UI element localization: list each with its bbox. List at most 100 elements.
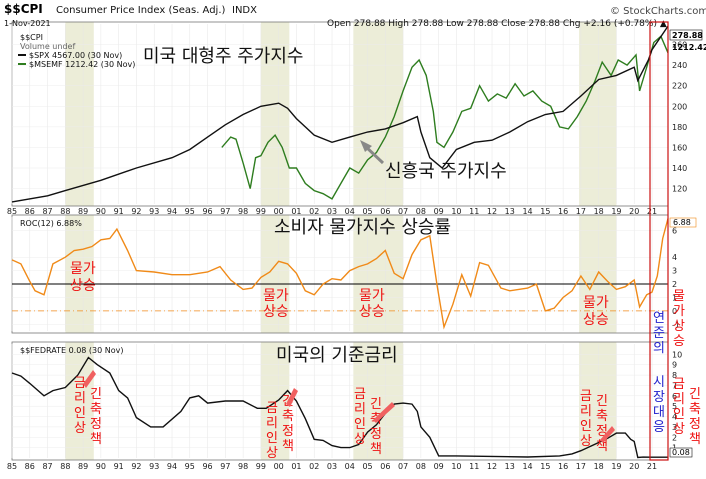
x-tick-label-bottom: 21 (647, 462, 657, 471)
annotation-em-index: 신흥국 주가지수 (385, 161, 507, 182)
roc-panel-label: ROC(12) 6.88% (20, 219, 82, 228)
legend-volume: Volume undef (20, 42, 75, 51)
x-tick-label-bottom: 88 (60, 462, 70, 471)
x-tick-label-top: 98 (238, 207, 248, 216)
inflation-label-1: 물가 상승 (70, 261, 96, 294)
y-tick-top: 120 (672, 185, 687, 194)
x-tick-label-top: 95 (185, 207, 195, 216)
svg-text:상승: 상승 (70, 278, 96, 294)
tight-label-4b-char: 정 (596, 424, 608, 439)
hike-arrow-3 (373, 402, 395, 423)
x-tick-label-bottom: 91 (114, 462, 124, 471)
tight-label-2a-char: 상 (266, 446, 278, 461)
x-tick-label-bottom: 07 (398, 462, 408, 471)
legend-spx: $SPX 4567.00 (30 Nov) (29, 51, 122, 60)
y-tick-top: 160 (672, 143, 687, 152)
x-tick-label-bottom: 93 (149, 462, 159, 471)
spx-last-label: 278.88 (672, 31, 703, 40)
market-response-label-char: 시 (653, 375, 665, 390)
tight-label-2b-char: 책 (282, 439, 294, 454)
tight-label-1b-char: 축 (90, 402, 102, 417)
x-tick-label-top: 20 (629, 207, 639, 216)
legend-cpi: $$CPI (20, 33, 43, 42)
tight-label-1a-char: 금 (74, 376, 86, 391)
x-tick-label-top: 12 (487, 207, 497, 216)
x-tick-label-top: 90 (96, 207, 106, 216)
x-tick-label-bottom: 97 (220, 462, 230, 471)
x-tick-label-top: 21 (647, 207, 657, 216)
x-tick-label-top: 91 (114, 207, 124, 216)
x-tick-label-top: 96 (202, 207, 212, 216)
y-tick-top: 180 (672, 123, 687, 132)
x-tick-label-bottom: 87 (42, 462, 52, 471)
shade-bottom-1 (260, 342, 290, 460)
x-tick-label-top: 94 (167, 207, 177, 216)
shade-bottom-3 (579, 342, 617, 460)
tight-label-1a-char: 상 (74, 421, 86, 436)
y-tick-fed: 9 (672, 361, 677, 370)
svg-text:물가: 물가 (70, 261, 96, 277)
x-tick-label-top: 92 (131, 207, 141, 216)
em-arrowhead (360, 140, 372, 152)
x-tick-label-top: 05 (362, 207, 372, 216)
annotation-fed-rate: 미국의 기준금리 (276, 345, 398, 366)
x-tick-label-bottom: 13 (505, 462, 515, 471)
shade-top-3 (579, 22, 617, 206)
inflation-label-3: 물가 상승 (359, 288, 385, 320)
market-response-label-char: 응 (653, 420, 665, 435)
exchange-label: INDX (232, 5, 257, 16)
x-tick-label-bottom: 04 (345, 462, 355, 471)
x-tick-label-bottom: 17 (576, 462, 586, 471)
svg-text:상승: 상승 (583, 312, 609, 328)
x-tick-label-bottom: 09 (434, 462, 444, 471)
x-tick-label-bottom: 03 (327, 462, 337, 471)
data-series (11, 25, 669, 459)
fedrate-line (11, 356, 668, 459)
x-tick-label-bottom: 86 (25, 462, 35, 471)
y-tick-top: 220 (672, 82, 687, 91)
x-tick-label-top: 88 (60, 207, 70, 216)
recession-shading (65, 22, 617, 460)
tight-label-2a-char: 리 (266, 416, 278, 431)
y-tick-roc: 4 (672, 253, 677, 262)
tight-right-label-b-char: 축 (689, 402, 701, 417)
inflation-right-label-char: 상 (673, 319, 685, 334)
y-tick-fed: 6 (672, 392, 677, 401)
x-tick-label-bottom: 11 (469, 462, 479, 471)
market-response-label-char: 대 (653, 405, 665, 420)
x-tick-label-bottom: 00 (274, 462, 284, 471)
y-tick-top: 240 (672, 61, 687, 70)
x-axis-bottom: 85 86 87 88 89 90 91 92 93 94 95 96 97 98 99 00 01 02 03 04… (7, 462, 657, 471)
symbol-title: $$CPI (4, 2, 43, 16)
tight-label-1b-char: 정 (90, 417, 102, 432)
x-tick-label-top: 04 (345, 207, 355, 216)
tight-label-1b-char: 긴 (90, 387, 102, 402)
shade-top-1 (260, 22, 290, 206)
tight-right-label-b-char: 책 (689, 432, 701, 447)
roc-last-label: 6.88 (673, 218, 691, 227)
x-tick-label-bottom: 98 (238, 462, 248, 471)
tight-right-label-a-char: 인 (673, 407, 685, 422)
tight-label-1b-char: 책 (90, 432, 102, 447)
tight-label-3a-char: 인 (354, 417, 366, 432)
tight-label-3a-char: 리 (354, 402, 366, 417)
y-tick-fed: 8 (672, 371, 677, 380)
x-tick-label-bottom: 08 (416, 462, 426, 471)
roc-line (11, 218, 669, 330)
y-tick-roc: 6 (672, 226, 677, 235)
spx-line (11, 25, 669, 203)
svg-text:물가: 물가 (359, 288, 385, 304)
stockcharts-brand: © StockCharts.com (610, 6, 706, 17)
svg-text:물가: 물가 (583, 295, 609, 311)
inflation-right-label-char: 물 (673, 289, 685, 304)
tight-label-4a-char: 상 (580, 434, 592, 449)
fed-last-label: 0.08 (672, 448, 690, 457)
fed-response-label-char: 준 (653, 326, 665, 341)
y-tick-roc: -1 (672, 320, 680, 329)
tight-label-1a-char: 리 (74, 391, 86, 406)
